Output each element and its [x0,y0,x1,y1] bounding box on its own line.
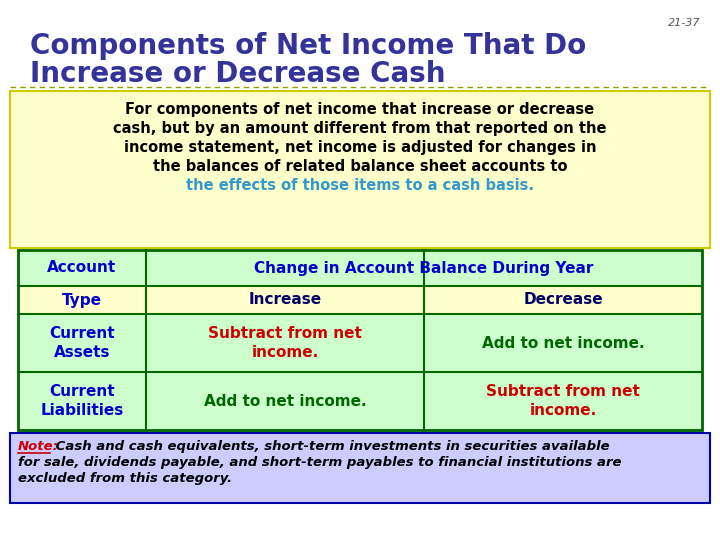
Text: Cash and cash equivalents, short-term investments in securities available: Cash and cash equivalents, short-term in… [51,440,610,453]
Text: Increase or Decrease Cash: Increase or Decrease Cash [30,60,446,88]
Text: Add to net income.: Add to net income. [204,394,366,408]
Text: Decrease: Decrease [523,293,603,307]
FancyBboxPatch shape [18,372,702,430]
FancyBboxPatch shape [18,314,702,372]
FancyBboxPatch shape [10,91,710,248]
Text: for sale, dividends payable, and short-term payables to financial institutions a: for sale, dividends payable, and short-t… [18,456,621,469]
FancyBboxPatch shape [18,250,702,286]
Text: Add to net income.: Add to net income. [482,335,644,350]
Text: 21-37: 21-37 [667,18,700,28]
Text: Subtract from net
income.: Subtract from net income. [486,383,640,418]
Text: the effects of those items to a cash basis.: the effects of those items to a cash bas… [186,178,534,193]
Text: Type: Type [62,293,102,307]
Text: the balances of related balance sheet accounts to: the balances of related balance sheet ac… [153,159,567,174]
Text: excluded from this category.: excluded from this category. [18,472,232,485]
Text: Increase: Increase [248,293,322,307]
Text: Subtract from net
income.: Subtract from net income. [208,326,362,360]
Text: Current
Assets: Current Assets [49,326,114,360]
Text: Components of Net Income That Do: Components of Net Income That Do [30,32,586,60]
Text: Current
Liabilities: Current Liabilities [40,383,124,418]
Text: Note:: Note: [18,440,59,453]
Text: Change in Account Balance During Year: Change in Account Balance During Year [254,260,594,275]
FancyBboxPatch shape [18,286,702,314]
Text: For components of net income that increase or decrease: For components of net income that increa… [125,102,595,117]
FancyBboxPatch shape [10,433,710,503]
Text: Account: Account [48,260,117,275]
Text: income statement, net income is adjusted for changes in: income statement, net income is adjusted… [124,140,596,155]
Text: cash, but by an amount different from that reported on the: cash, but by an amount different from th… [113,121,607,136]
